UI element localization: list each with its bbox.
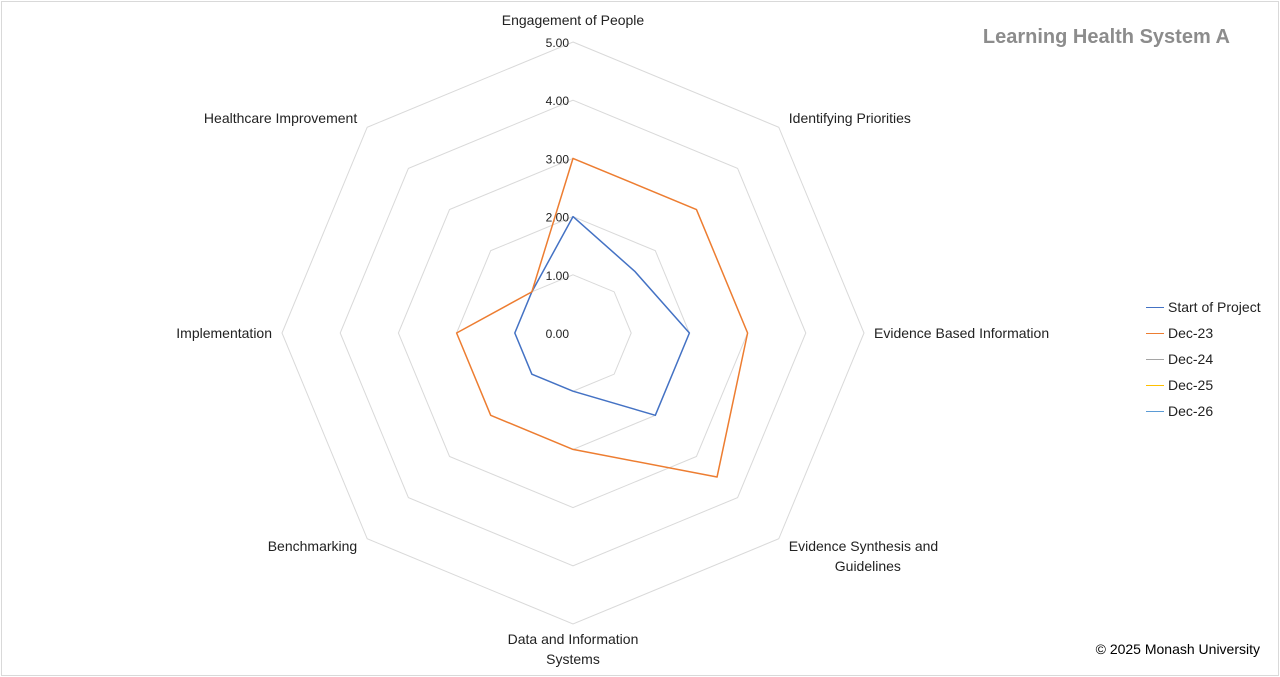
series-line-0	[514, 215, 691, 417]
axis-label: Evidence Based Information	[874, 325, 1049, 341]
legend-label: Dec-26	[1168, 403, 1214, 419]
grid-ring-4	[339, 99, 807, 567]
legend-label: Start of Project	[1168, 299, 1261, 315]
tick-label: 1.00	[546, 269, 570, 283]
series-line-1	[455, 157, 749, 478]
legend-item: Dec-24	[1146, 346, 1261, 372]
axis-label: Evidence Synthesis and Guidelines	[789, 538, 938, 574]
tick-label: 3.00	[546, 152, 570, 166]
legend-item: Start of Project	[1146, 294, 1261, 320]
axis-label: Engagement of People	[502, 12, 645, 28]
legend-label: Dec-24	[1168, 351, 1214, 367]
legend-item: Dec-26	[1146, 398, 1261, 424]
legend-swatch	[1146, 410, 1164, 412]
chart-title: Learning Health System A	[982, 26, 1230, 48]
copyright-text: © 2025 Monash University	[1095, 641, 1260, 657]
legend-swatch	[1146, 384, 1164, 386]
legend-swatch	[1146, 358, 1164, 360]
tick-label: 2.00	[546, 211, 570, 225]
legend-label: Dec-25	[1168, 377, 1214, 393]
axis-label: Implementation	[176, 325, 272, 341]
axis-label: Identifying Priorities	[789, 110, 911, 126]
axis-label: Data and Information Systems	[508, 631, 639, 667]
grid-ring-3	[397, 157, 749, 509]
legend-item: Dec-25	[1146, 372, 1261, 398]
tick-label: 0.00	[546, 327, 570, 341]
legend-item: Dec-23	[1146, 320, 1261, 346]
grid-ring-5	[281, 41, 865, 625]
axis-label: Healthcare Improvement	[204, 110, 357, 126]
legend-label: Dec-23	[1168, 325, 1214, 341]
legend-swatch	[1146, 332, 1164, 334]
axis-label: Benchmarking	[268, 538, 358, 554]
chart-legend: Start of Project Dec-23 Dec-24 Dec-25 Dec-26	[1146, 294, 1261, 424]
tick-label: 4.00	[546, 94, 570, 108]
legend-swatch	[1146, 306, 1164, 308]
tick-label: 5.00	[546, 36, 570, 50]
